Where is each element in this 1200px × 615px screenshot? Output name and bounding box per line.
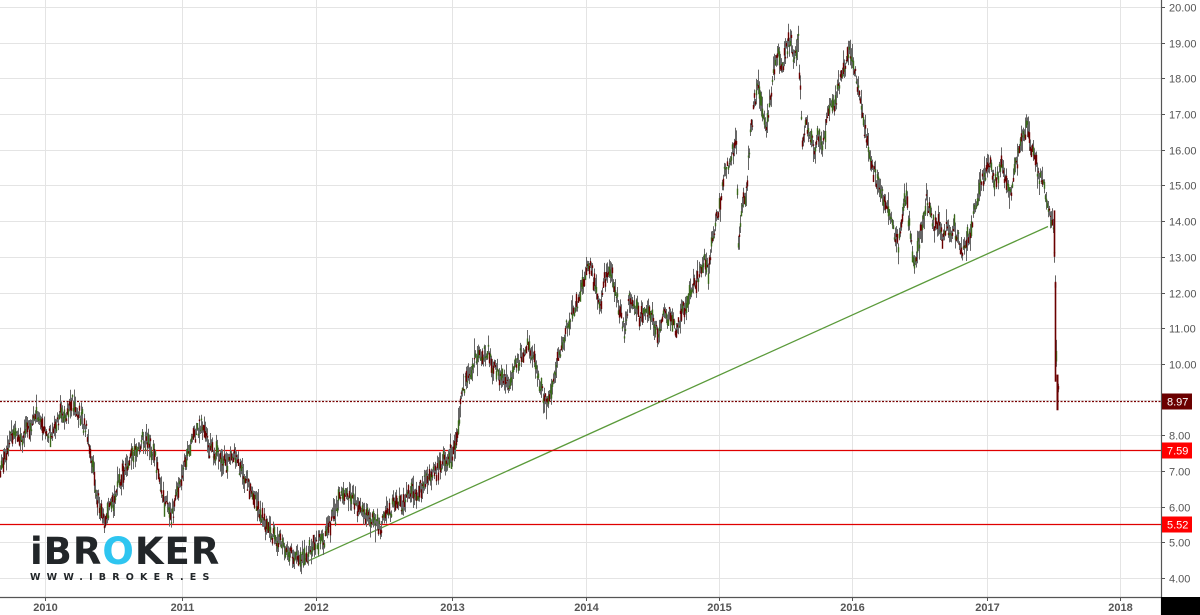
y-tick-label: 11.00 [1169, 324, 1196, 336]
chart-annotations [0, 225, 1161, 563]
y-tick-label: 13.00 [1169, 253, 1197, 265]
logo-wordmark: iBROKER [30, 530, 221, 573]
axis-corner-box [1161, 597, 1200, 615]
x-tick-label: 2017 [975, 602, 999, 614]
x-tick-label: 2011 [171, 602, 195, 614]
level-tag-label: 8.97 [1167, 397, 1188, 409]
x-tick-label: 2010 [33, 602, 57, 614]
y-tick-label: 7.00 [1169, 467, 1190, 479]
x-tick-label: 2012 [304, 602, 328, 614]
y-tick-label: 8.00 [1169, 431, 1190, 443]
x-tick-label: 2014 [574, 602, 599, 614]
y-tick-label: 4.00 [1169, 574, 1190, 586]
x-tick-label: 2015 [707, 602, 731, 614]
chart-grid [0, 0, 1161, 597]
ibroker-logo: iBROKER WWW.IBROKER.ES [30, 530, 240, 584]
level-tag-5-52 [1162, 516, 1192, 533]
price-series [0, 23, 1060, 575]
y-tick-label: 10.00 [1169, 360, 1197, 372]
level-tag-label: 5.52 [1167, 520, 1188, 532]
y-tick-label: 12.00 [1169, 289, 1197, 301]
level-tag-label: 7.59 [1167, 446, 1188, 458]
y-tick-label: 20.00 [1169, 3, 1197, 15]
x-tick-label: 2018 [1108, 602, 1132, 614]
y-tick-label: 16.00 [1169, 146, 1197, 158]
logo-url: WWW.IBROKER.ES [30, 572, 216, 583]
y-tick-label: 5.00 [1169, 538, 1190, 550]
trend-line [305, 225, 1049, 563]
y-tick-label: 18.00 [1169, 74, 1197, 86]
x-tick-label: 2013 [440, 602, 464, 614]
y-tick-label: 17.00 [1169, 110, 1197, 122]
y-tick-label: 19.00 [1169, 39, 1197, 51]
y-tick-label: 6.00 [1169, 503, 1190, 515]
y-tick-label: 15.00 [1169, 181, 1197, 193]
level-tag-7-59 [1162, 442, 1192, 459]
x-tick-label: 2016 [840, 602, 864, 614]
level-tag-8-97 [1162, 393, 1192, 410]
y-tick-label: 14.00 [1169, 217, 1197, 229]
